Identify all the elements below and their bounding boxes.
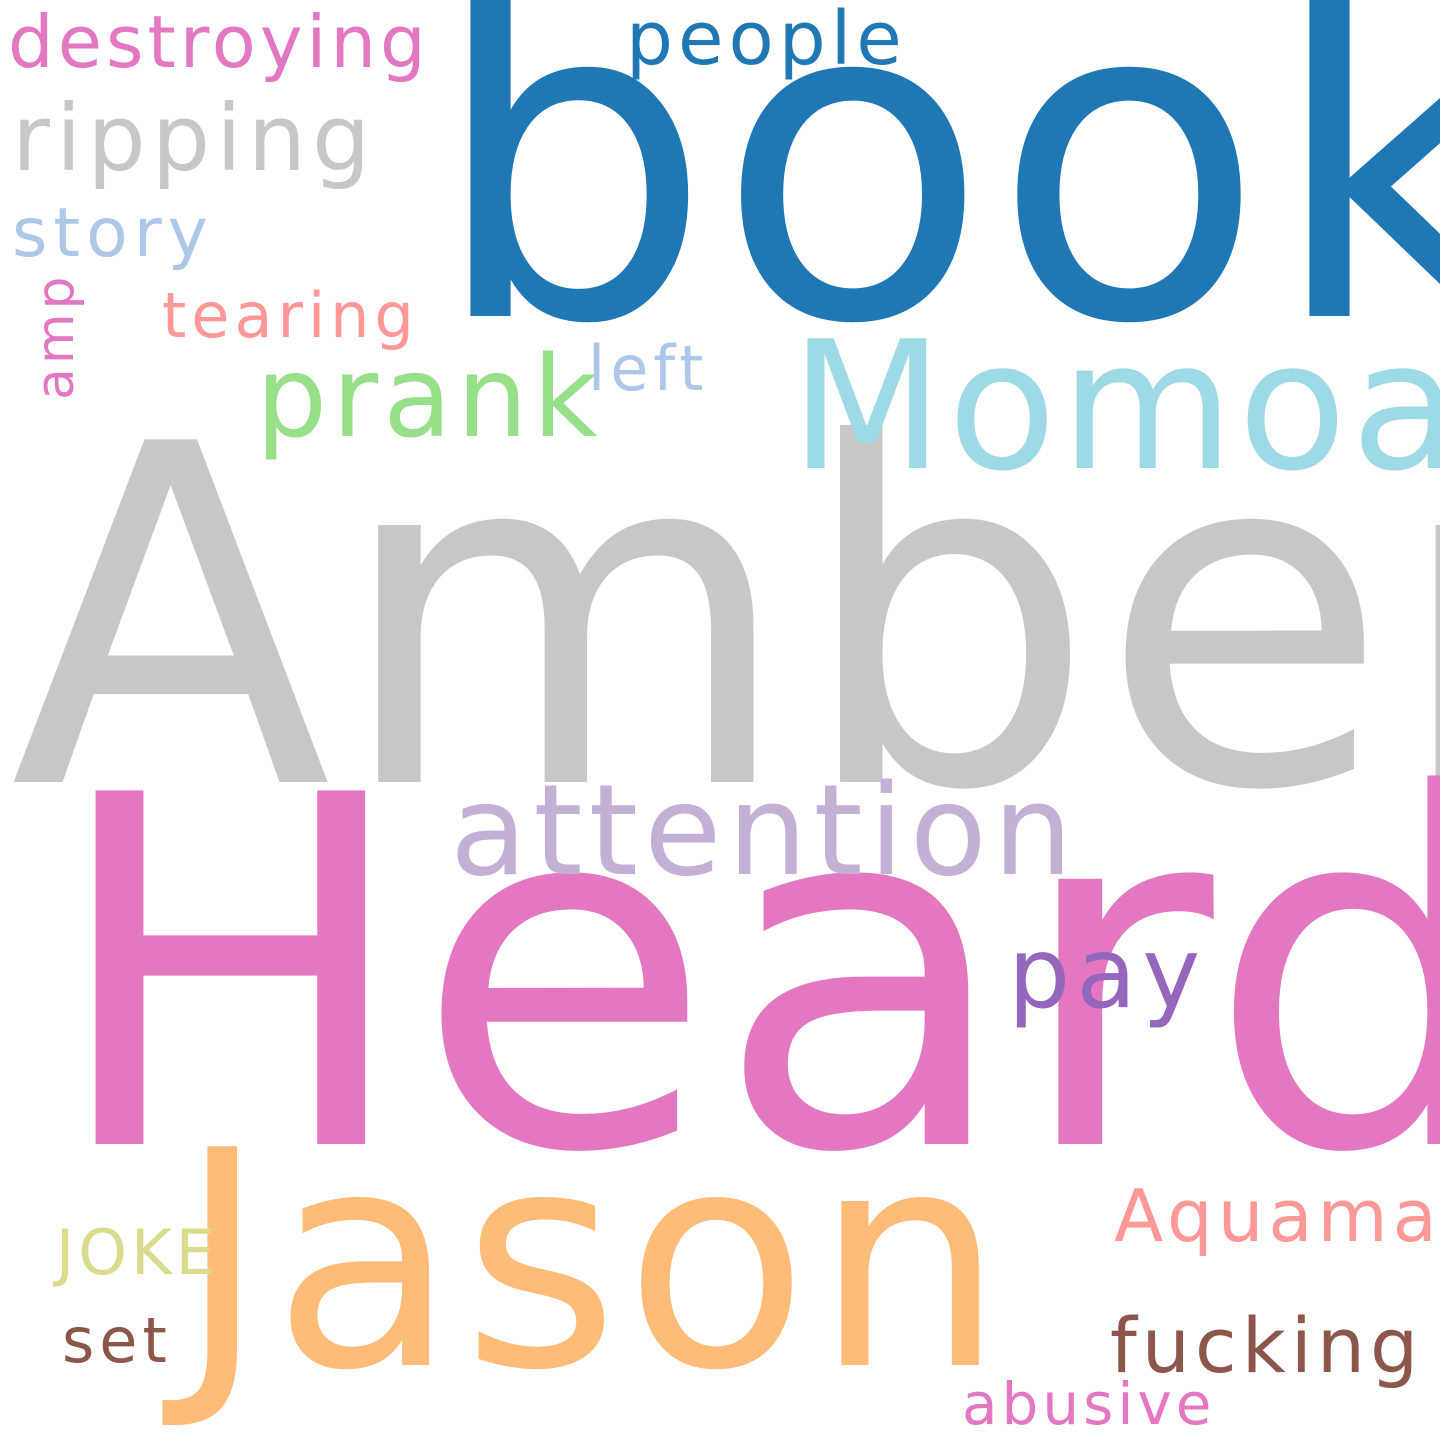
word-momoa: Momoa: [790, 303, 1440, 510]
word-heard: Heard: [48, 695, 1440, 1259]
word-left: left: [588, 332, 709, 405]
word-amber: Amber: [10, 346, 1440, 893]
word-abusive: abusive: [962, 1370, 1216, 1438]
word-joke: JOKE: [56, 1216, 219, 1289]
word-set: set: [62, 1304, 172, 1377]
word-story: story: [12, 194, 214, 273]
word-people: people: [626, 0, 907, 82]
word-aquaman: Aquaman: [1114, 1174, 1440, 1258]
word-ripping: ripping: [12, 85, 377, 192]
word-jason: Jason: [178, 1087, 1011, 1436]
word-book: book: [430, 0, 1440, 421]
word-destroying: destroying: [8, 0, 430, 84]
word-fucking: fucking: [1110, 1301, 1424, 1390]
word-amp: amp: [26, 272, 86, 400]
word-pay: pay: [1008, 917, 1207, 1031]
word-tearing: tearing: [162, 279, 419, 352]
word-attention: attention: [450, 757, 1079, 904]
word-prank: prank: [256, 333, 603, 463]
